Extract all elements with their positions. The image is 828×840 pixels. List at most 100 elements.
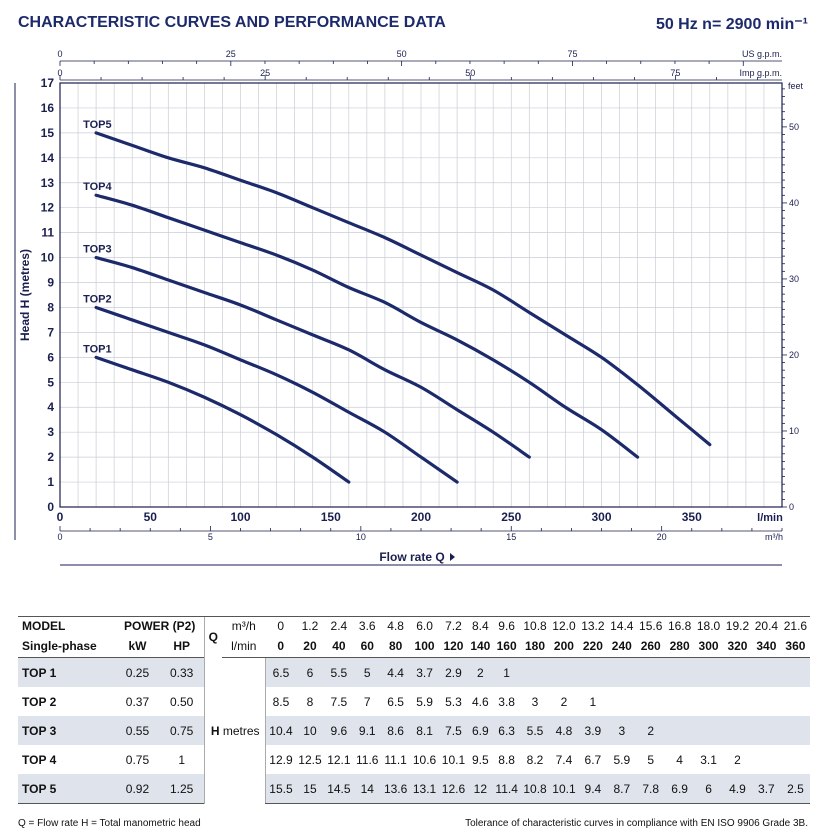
y-tick-label: 1 (47, 475, 54, 489)
head-value: 15 (295, 774, 325, 804)
head-value (751, 716, 781, 745)
head-value: 2.9 (439, 657, 468, 687)
head-value: 13.6 (381, 774, 411, 804)
m3h-value: 1.2 (295, 616, 325, 635)
table-row: TOP 1 0.25 0.33 H metres 6.5 6 5.5 5 4.4 3.7 2.9 2 1 (18, 657, 810, 804)
lmin-value: 140 (467, 635, 493, 658)
head-symbol: H (210, 723, 223, 738)
header-kw: kW (115, 635, 160, 658)
m3h-tick-label: 5 (208, 532, 213, 542)
head-value: 3.7 (410, 657, 440, 687)
head-value (694, 716, 724, 745)
m3h-value: 21.6 (780, 616, 810, 635)
head-value: 8.1 (410, 716, 440, 745)
y-tick-label: 14 (41, 151, 55, 165)
head-value: 9.6 (324, 716, 354, 745)
head-value: 4.9 (723, 774, 752, 804)
head-value: 1 (492, 657, 521, 687)
head-value: 11.4 (492, 774, 521, 804)
lmin-value: 160 (492, 635, 521, 658)
us-gpm-tick-label: 75 (567, 49, 577, 59)
m3h-value: 15.6 (636, 616, 666, 635)
head-value: 3.8 (498, 694, 515, 709)
m3h-value: 9.6 (492, 616, 521, 635)
head-value (607, 657, 637, 687)
head-value: 8.6 (381, 716, 411, 745)
head-value (723, 687, 752, 716)
head-value: 3 (607, 716, 637, 745)
y-tick-label: 11 (41, 226, 54, 240)
lmin-value: 360 (780, 635, 810, 658)
model-name: TOP 5 (18, 774, 116, 804)
footnote-right: Tolerance of characteristic curves in co… (465, 818, 808, 829)
head-value: 5 (353, 657, 382, 687)
header-hp: HP (159, 635, 205, 658)
lmin-value: 300 (694, 635, 724, 658)
head-value: 10.6 (412, 752, 437, 767)
header-power: POWER (P2) (115, 616, 205, 635)
x-tick-label: 300 (591, 510, 611, 524)
head-value (636, 687, 665, 716)
head-value: 7.4 (555, 752, 573, 767)
head-value (520, 657, 550, 687)
head-value: 8.2 (526, 752, 544, 767)
head-value (752, 687, 781, 716)
lmin-value: 320 (723, 635, 752, 658)
chart-grid (59, 82, 783, 508)
feet-tick-label: 20 (789, 350, 799, 360)
head-value: 2 (467, 657, 493, 687)
y-tick-label: 6 (47, 350, 54, 364)
imp-gpm-tick-label: 50 (465, 68, 475, 78)
m3h-unit-label: m³/h (765, 532, 783, 542)
header-q: Q (203, 616, 222, 658)
x-tick-label: 0 (57, 510, 64, 524)
head-value: 9.1 (353, 716, 382, 745)
head-value: 8.8 (498, 752, 515, 767)
head-value (781, 745, 810, 774)
power-hp: 1 (178, 752, 186, 767)
lmin-value: 120 (439, 635, 468, 658)
m3h-tick-label: 10 (356, 532, 366, 542)
header-single-phase: Single-phase (18, 635, 116, 658)
head-value: 3 (531, 694, 539, 709)
m3h-value: 20.4 (751, 616, 781, 635)
y-tick-label: 5 (47, 375, 54, 389)
head-value (780, 657, 810, 687)
head-value: 6.5 (387, 694, 404, 709)
us-gpm-unit-label: US g.p.m. (742, 49, 782, 59)
lmin-value: 240 (607, 635, 637, 658)
header-lmin-unit: l/min (221, 635, 266, 658)
head-value: 7 (363, 694, 371, 709)
feet-tick-label: 30 (789, 274, 799, 284)
head-value: 1 (589, 694, 597, 709)
lmin-value: 340 (751, 635, 781, 658)
head-value: 12.9 (265, 745, 296, 774)
head-value (752, 745, 781, 774)
m3h-value: 12.0 (549, 616, 579, 635)
head-value: 4.8 (549, 716, 579, 745)
header-model: MODEL (18, 616, 116, 635)
head-value (578, 657, 608, 687)
head-value: 5.9 (613, 752, 631, 767)
head-value: 5 (647, 752, 655, 767)
head-value (780, 716, 810, 745)
m3h-value: 10.8 (520, 616, 550, 635)
head-value: 8 (306, 694, 314, 709)
head-value: 3.9 (578, 716, 608, 745)
power-kw: 0.92 (115, 774, 160, 804)
head-value: 12.6 (439, 774, 468, 804)
head-value: 8.5 (265, 687, 296, 716)
lmin-value: 20 (295, 635, 325, 658)
head-value: 5.9 (416, 694, 433, 709)
head-value: 6 (694, 774, 724, 804)
head-value: 2 (560, 694, 568, 709)
x-tick-label: 250 (501, 510, 521, 524)
lmin-value: 0 (265, 635, 296, 658)
imp-gpm-tick-label: 75 (670, 68, 680, 78)
head-value: 2 (734, 752, 741, 767)
imp-gpm-tick-label: 25 (260, 68, 270, 78)
head-value (723, 657, 752, 687)
feet-tick-label: 50 (789, 122, 799, 132)
